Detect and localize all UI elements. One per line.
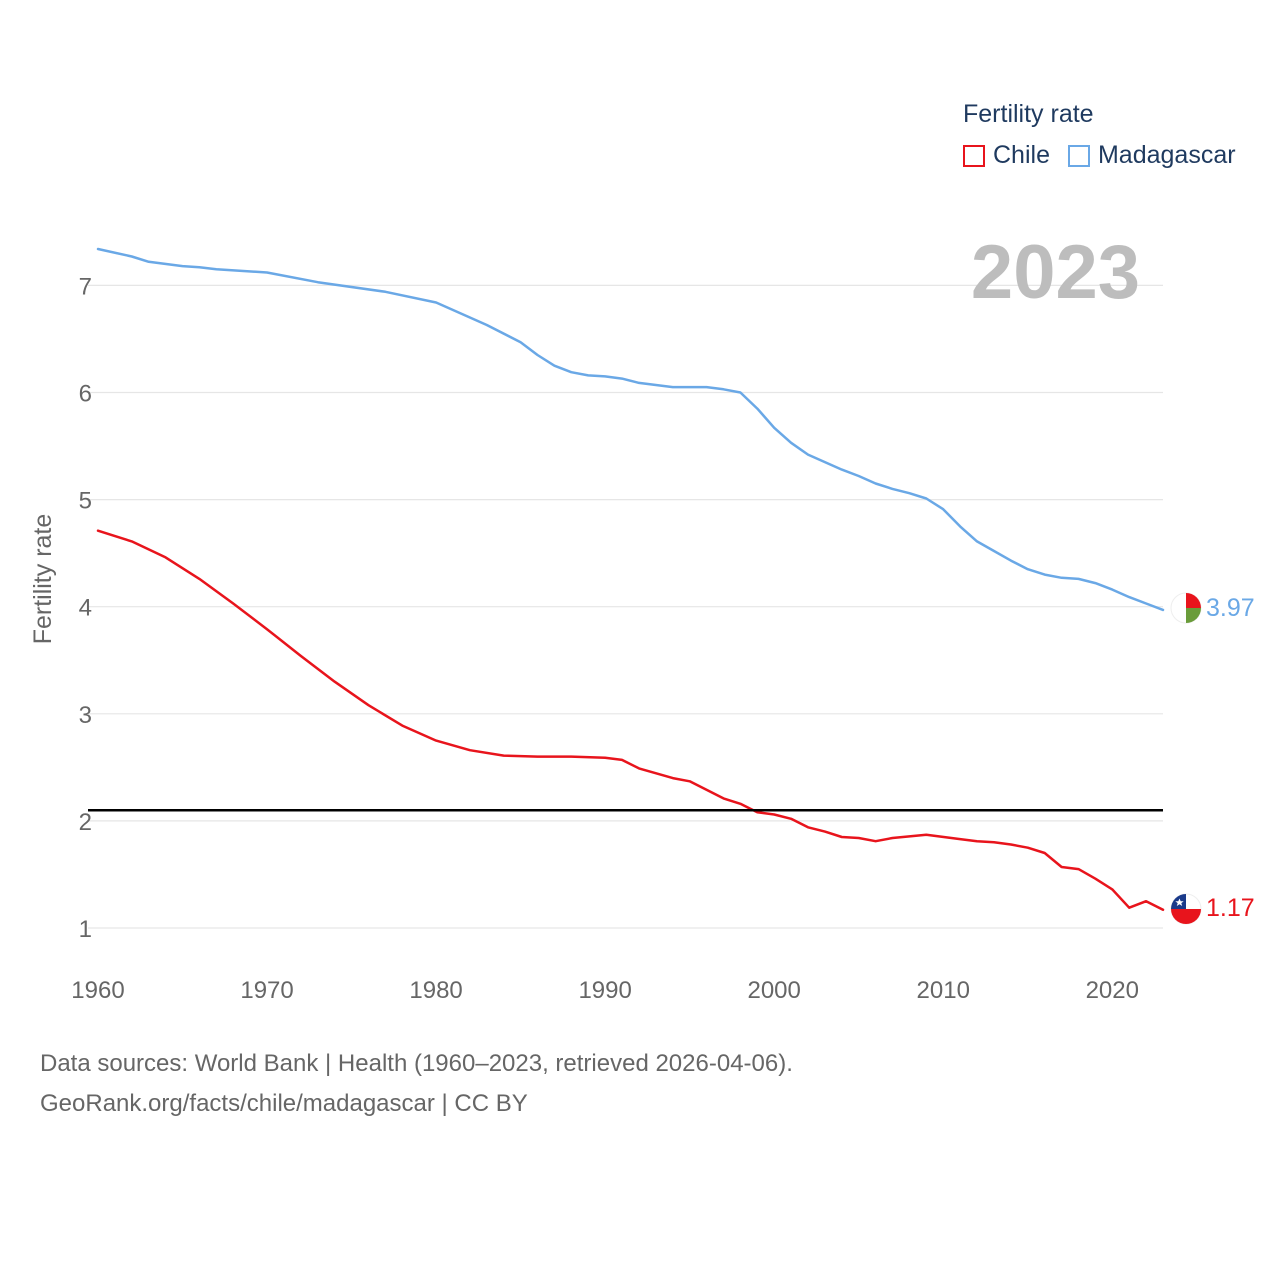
footer: Data sources: World Bank | Health (1960–… (40, 1044, 793, 1124)
y-tick-label: 1 (79, 916, 92, 943)
y-tick-label: 4 (79, 595, 92, 622)
x-tick-label: 1970 (240, 977, 293, 1004)
y-tick-label: 5 (79, 488, 92, 515)
x-tick-label: 2010 (917, 977, 970, 1004)
attribution-link[interactable]: GeoRank.org/facts/chile/madagascar | CC … (40, 1090, 528, 1117)
x-axis-ticks: 1960 1970 1980 1990 2000 2010 2020 (71, 977, 1139, 1004)
y-tick-label: 2 (79, 809, 92, 836)
legend-swatch-madagascar (1067, 144, 1090, 167)
series-line-chile (96, 529, 1165, 912)
grid-lines (88, 284, 1163, 929)
data-source-note: Data sources: World Bank | Health (1960–… (40, 1050, 793, 1077)
series-line-madagascar (96, 247, 1165, 612)
end-markers: 3.97 1.17 (1170, 592, 1255, 925)
legend-label-madagascar: Madagascar (1097, 141, 1236, 169)
chile-flag-icon (1170, 893, 1202, 925)
madagascar-flag-icon (1170, 592, 1202, 624)
madagascar-end-value: 3.97 (1206, 594, 1255, 622)
y-tick-label: 7 (79, 273, 92, 300)
legend: Chile Madagascar (963, 141, 1254, 170)
legend-swatch-chile (963, 144, 985, 167)
year-watermark: 2023 (971, 230, 1140, 315)
x-tick-label: 1980 (409, 977, 462, 1004)
x-tick-label: 1990 (578, 977, 631, 1004)
y-axis-ticks: 1 2 3 4 5 6 7 (79, 273, 92, 943)
chile-end-value: 1.17 (1206, 894, 1255, 922)
x-tick-label: 2000 (747, 977, 800, 1004)
x-tick-label: 2020 (1086, 977, 1139, 1004)
y-axis-title: Fertility rate (29, 514, 57, 645)
y-tick-label: 3 (79, 702, 92, 729)
legend-item-madagascar[interactable]: Madagascar (1067, 141, 1236, 170)
legend-item-chile[interactable]: Chile (963, 141, 1050, 170)
series-lines (96, 247, 1165, 912)
legend-label-chile: Chile (993, 141, 1050, 169)
y-tick-label: 6 (79, 381, 92, 408)
x-tick-label: 1960 (71, 977, 124, 1004)
legend-title: Fertility rate (963, 100, 1094, 128)
